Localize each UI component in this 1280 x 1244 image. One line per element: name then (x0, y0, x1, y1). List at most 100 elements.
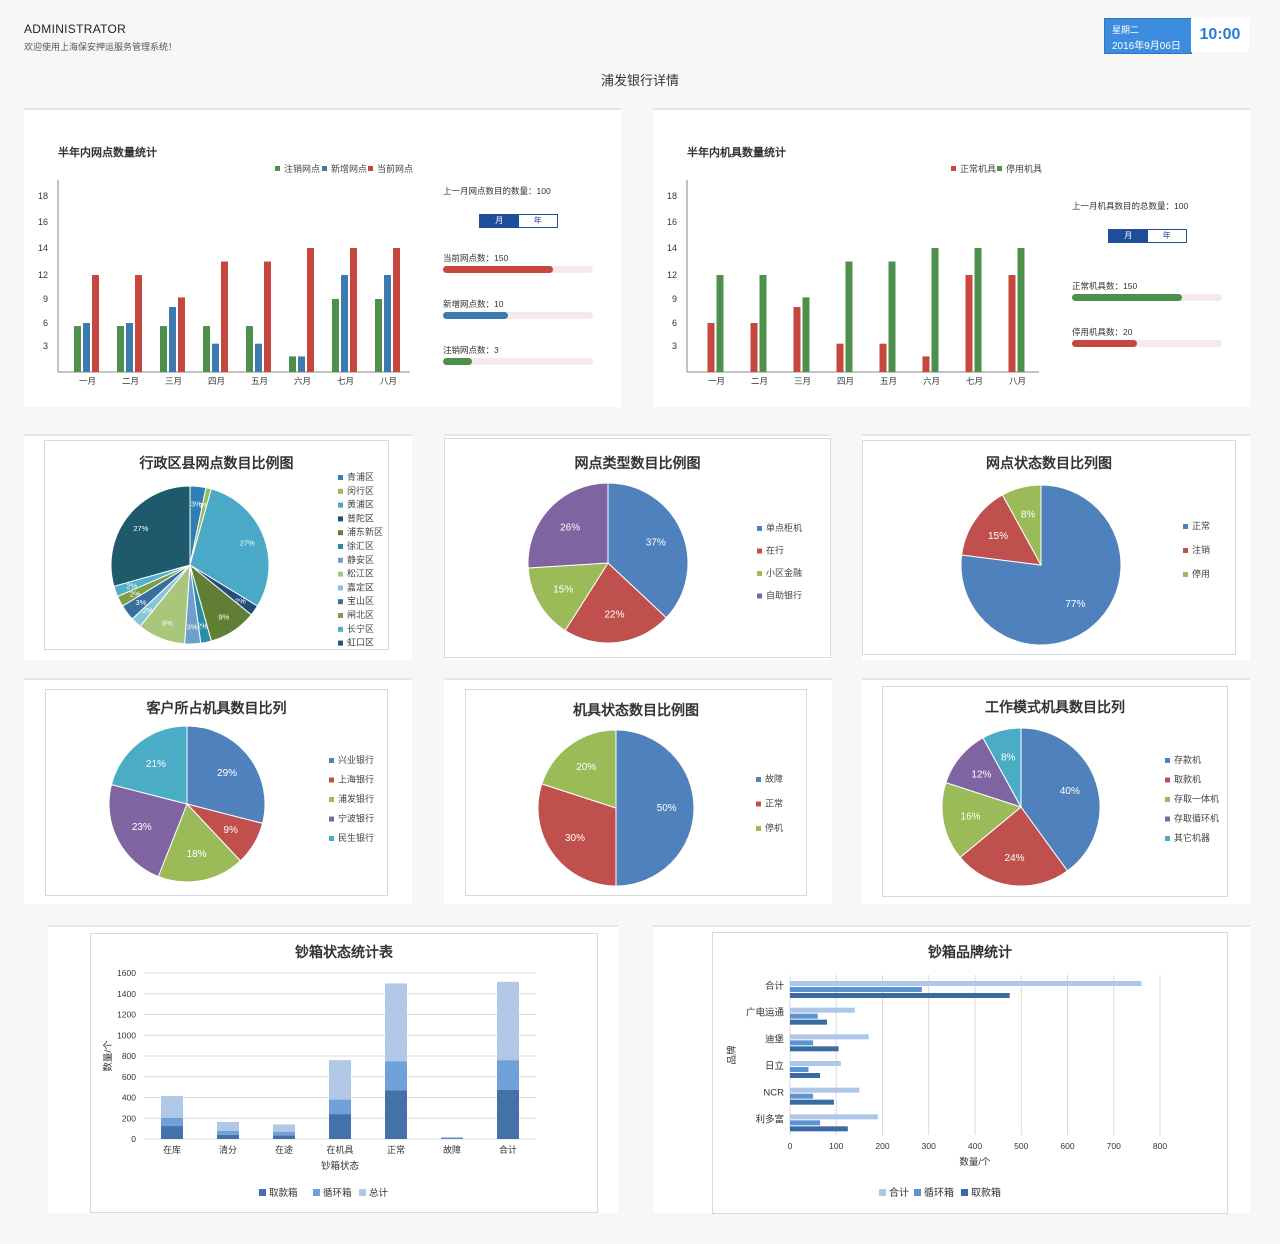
legend-swatch (338, 613, 343, 618)
pie-slice (527, 562, 609, 632)
legend-label: 注销 (1192, 544, 1210, 555)
legend-swatch (879, 1189, 886, 1196)
bar (92, 275, 99, 372)
x-tick-label: 五月 (880, 376, 897, 386)
y-tick-label: 16 (38, 217, 48, 227)
legend-label: 嘉定区 (347, 581, 374, 592)
stacked-bar (217, 1121, 239, 1131)
stacked-bar (273, 1124, 295, 1132)
y-tick-label: 9 (672, 294, 677, 304)
pie-slice (945, 737, 1023, 808)
stacked-bar (329, 1099, 351, 1115)
pie-slice-label: 27% (133, 524, 148, 533)
bar (922, 356, 930, 372)
x-tick-label: 400 (968, 1141, 982, 1151)
legend-swatch (275, 166, 280, 171)
bar (750, 323, 758, 372)
month-toggle[interactable]: 月 (1109, 230, 1148, 242)
y-tick-label: 400 (122, 1093, 136, 1103)
y-tick-label: 6 (43, 318, 48, 328)
stacked-bar (217, 1134, 239, 1139)
cashbox-status-card: 钞箱状态统计表 0 200 400 600 800 1000 1200 1400 1600 在库 清… (48, 925, 618, 1213)
x-tick-label: 500 (1014, 1141, 1028, 1151)
outlet-bar-chart: 3 6 9 12 14 16 18 一月 二月 三月 四月 五月 六月 七月 八月 (38, 180, 410, 386)
month-toggle[interactable]: 月 (480, 215, 519, 227)
x-tick-label: 清分 (219, 1144, 237, 1155)
metric-fill (1072, 294, 1182, 301)
pie-slice (941, 781, 1023, 859)
machine-period-toggle[interactable]: 月 年 (1108, 229, 1187, 243)
pie-slice (110, 485, 191, 587)
bar (74, 326, 81, 372)
year-toggle[interactable]: 年 (518, 215, 557, 227)
y-tick-label: NCR (763, 1088, 784, 1099)
bar (126, 323, 133, 372)
bar (1017, 248, 1025, 372)
legend-label: 正常 (765, 798, 783, 809)
stacked-bar (385, 1061, 407, 1091)
legend-label: 停用 (1192, 568, 1210, 579)
bar (255, 343, 262, 372)
outlet-legend-0: 注销网点 (275, 162, 320, 175)
x-tick-label: 三月 (165, 376, 182, 386)
pie-slice-label: 12% (971, 769, 991, 780)
x-tick-label: 一月 (708, 376, 725, 386)
legend-swatch (757, 526, 762, 531)
pie-slice-label: 50% (657, 803, 677, 814)
brand-bar (790, 1019, 827, 1025)
legend-swatch (951, 166, 956, 171)
pie-slice-label: 3% (135, 598, 146, 607)
bar (836, 343, 844, 372)
bar (802, 297, 810, 372)
legend-swatch (329, 777, 334, 783)
legend-label: 注销网点 (284, 164, 321, 174)
welcome-text: 欢迎使用上海保安押运服务管理系统！ (24, 42, 178, 52)
machine-legend-0: 正常机具 (951, 162, 996, 175)
metric-label: 新增网点数：10 (443, 299, 504, 309)
legend-label: 循环箱 (924, 1186, 954, 1199)
legend-label: 合计 (889, 1186, 909, 1199)
district-title: 行政区县网点数目比例图 (139, 455, 294, 471)
metric-track (1072, 294, 1222, 301)
pie-slice (186, 725, 266, 825)
legend-label: 存取一体机 (1174, 793, 1219, 804)
pie-slice-label: 40% (1060, 786, 1080, 797)
outlet-period-toggle[interactable]: 月 年 (479, 214, 558, 228)
legend-label: 闵行区 (347, 485, 374, 496)
brand-bar (790, 1034, 869, 1040)
brand-bar (790, 1067, 809, 1072)
cashbox-brand-frame: 钞箱品牌统计 0 100 200 300 400 500 600 700 800 合计 广电运通 迪堡… (712, 932, 1228, 1214)
metric-track (443, 358, 593, 365)
x-tick-label: 六月 (923, 376, 940, 386)
bar (203, 326, 210, 372)
legend-label: 故障 (765, 773, 783, 784)
status-card: 网点状态数目比列图 77% 15% 8% 正常 注销 停用 (862, 434, 1250, 660)
cashbox-status-frame: 钞箱状态统计表 0 200 400 600 800 1000 1200 1400 1600 在库 清… (90, 933, 598, 1213)
pie-slice-label: 21% (146, 759, 166, 770)
pie-slice-label: 24% (1005, 853, 1025, 864)
pie-slice-label: 37% (646, 537, 666, 548)
stacked-bar (441, 1136, 463, 1138)
legend-swatch (338, 516, 343, 522)
x-tick-label: 200 (875, 1141, 889, 1151)
x-tick-label: 正常 (387, 1144, 405, 1155)
y-tick-label: 利多富 (755, 1113, 784, 1125)
pie-slice-label: 18% (186, 849, 206, 860)
time: 10:00 (1191, 18, 1249, 52)
y-tick-label: 6 (672, 318, 677, 328)
legend-swatch (961, 1189, 968, 1196)
y-tick-label: 12 (38, 270, 48, 280)
year-toggle[interactable]: 年 (1147, 230, 1186, 242)
bar (845, 261, 853, 372)
stacked-bar (217, 1130, 239, 1135)
brand-bar (790, 1040, 814, 1046)
cashbox-status-title: 钞箱状态统计表 (295, 944, 393, 960)
legend-label: 存取循环机 (1174, 813, 1219, 824)
pie-slice-label: 30% (565, 833, 585, 844)
pie-slice (1020, 727, 1101, 872)
bar (289, 356, 296, 372)
legend-swatch (756, 777, 761, 782)
type-frame: 网点类型数目比例图 37% 22% 15% 26% 单点柜机 在行 小区金融 自助银行 (444, 438, 831, 658)
y-tick-label: 3 (43, 341, 48, 351)
